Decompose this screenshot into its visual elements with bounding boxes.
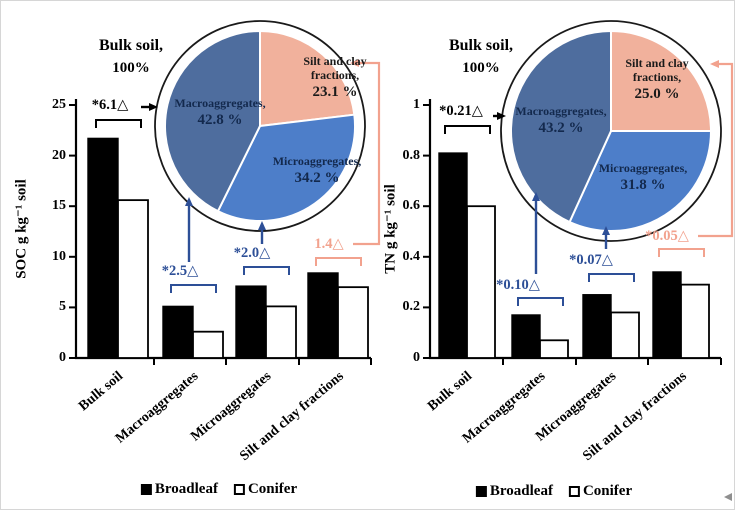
bulk-soil-label: Bulk soil,: [448, 37, 514, 54]
tn-pie-header: Bulk soil, 100%: [449, 35, 513, 79]
soc-silt-difference-annotation: 1.4△: [314, 236, 344, 252]
legend-item-conifer: Conifer: [233, 481, 298, 498]
legend-item-broadleaf: Broadleaf: [140, 481, 218, 498]
y-tick-label: 0.8: [402, 147, 421, 163]
difference-bracket: [516, 297, 564, 306]
broadleaf-label: Broadleaf: [154, 481, 218, 497]
pie-slice-0: [164, 29, 261, 213]
soc-micro-difference-annotation: *2.0△: [233, 245, 271, 261]
pie-slice-1: [216, 113, 356, 222]
bar-broadleaf-3: [652, 271, 682, 359]
soc-macro-difference-annotation: *2.5△: [161, 263, 199, 279]
bulk-soil-percent: 100%: [112, 60, 150, 76]
soc-pie-header: Bulk soil, 100%: [99, 35, 163, 79]
bar-broadleaf-3: [307, 272, 339, 359]
y-tick-label: 15: [52, 198, 66, 214]
y-tick-label: 10: [52, 248, 66, 264]
bulk-soil-percent: 100%: [462, 60, 500, 76]
bar-broadleaf-0: [438, 152, 468, 359]
difference-bracket: [314, 257, 362, 266]
difference-bracket: [443, 125, 491, 134]
bar-conifer-1: [539, 339, 569, 359]
y-tick-label: 0: [413, 350, 420, 365]
bulk-soil-label: Bulk soil,: [98, 37, 164, 54]
bar-broadleaf-2: [235, 285, 267, 359]
bar-conifer-0: [466, 205, 496, 359]
pie-slice-2: [259, 29, 356, 128]
tn-silt-difference-annotation: *0.05△: [645, 228, 689, 244]
soc-legend: Broadleaf Conifer: [140, 481, 298, 498]
soc-macroaggregates-slice-label: Macroaggregates, 42.8 %: [174, 96, 266, 128]
broadleaf-swatch: [140, 484, 152, 495]
difference-bracket: [242, 266, 290, 275]
soc-y-axis-title: SOC g kg⁻¹ soil: [13, 179, 30, 279]
broadleaf-swatch: [475, 486, 487, 497]
bar-conifer-1: [192, 330, 224, 359]
difference-bracket: [94, 119, 142, 128]
tn-microaggregates-slice-label: Microaggregates, 31.8 %: [598, 161, 688, 193]
pie-slice-0: [510, 29, 612, 224]
y-tick-label: 5: [59, 299, 66, 315]
conifer-swatch: [568, 486, 580, 497]
tn-macro-difference-annotation: *0.10△: [496, 277, 540, 293]
bar-conifer-2: [610, 311, 640, 359]
y-tick-label: 0.2: [402, 299, 421, 315]
bar-conifer-0: [117, 199, 149, 359]
pie-slice-2: [610, 29, 713, 132]
difference-bracket: [657, 248, 705, 257]
y-tick-label: 0: [59, 350, 66, 365]
bar-broadleaf-2: [582, 294, 612, 359]
tn-micro-difference-annotation: *0.07△: [569, 252, 613, 268]
conifer-label: Conifer: [247, 481, 298, 497]
bar-broadleaf-1: [511, 314, 541, 359]
soc-bulk-difference-annotation: *6.1△: [91, 97, 129, 113]
legend-item-conifer: Conifer: [568, 483, 633, 500]
y-tick-label: 1: [413, 97, 420, 112]
broadleaf-label: Broadleaf: [489, 483, 553, 499]
bar-conifer-3: [680, 283, 710, 359]
pie-slice-1: [568, 130, 713, 232]
bar-conifer-2: [265, 305, 297, 359]
tn-legend: Broadleaf Conifer: [475, 483, 633, 500]
bar-conifer-3: [337, 286, 369, 359]
y-tick-label: 20: [52, 147, 66, 163]
difference-bracket: [587, 273, 635, 282]
bar-broadleaf-1: [162, 305, 194, 359]
conifer-swatch: [233, 484, 245, 495]
tn-macroaggregates-slice-label: Macroaggregates, 43.2 %: [515, 104, 607, 136]
conifer-label: Conifer: [582, 483, 633, 499]
y-tick-label: 0.4: [402, 248, 421, 264]
category-label: Bulk soil: [76, 368, 127, 415]
category-label: Bulk soil: [425, 368, 476, 415]
bar-broadleaf-0: [87, 137, 119, 359]
tn-silt-clay-slice-label: Silt and clay fractions, 25.0 %: [625, 56, 689, 102]
y-tick-label: 25: [52, 97, 66, 112]
difference-bracket: [169, 284, 217, 293]
legend-item-broadleaf: Broadleaf: [475, 483, 553, 500]
screen-artifact-icon: [724, 493, 732, 501]
soc-silt-clay-slice-label: Silt and clay fractions, 23.1 %: [303, 54, 367, 100]
soc-microaggregates-slice-label: Microaggregates, 34.2 %: [272, 154, 362, 186]
y-tick-label: 0.6: [402, 198, 421, 214]
tn-bulk-difference-annotation: *0.21△: [439, 103, 483, 119]
